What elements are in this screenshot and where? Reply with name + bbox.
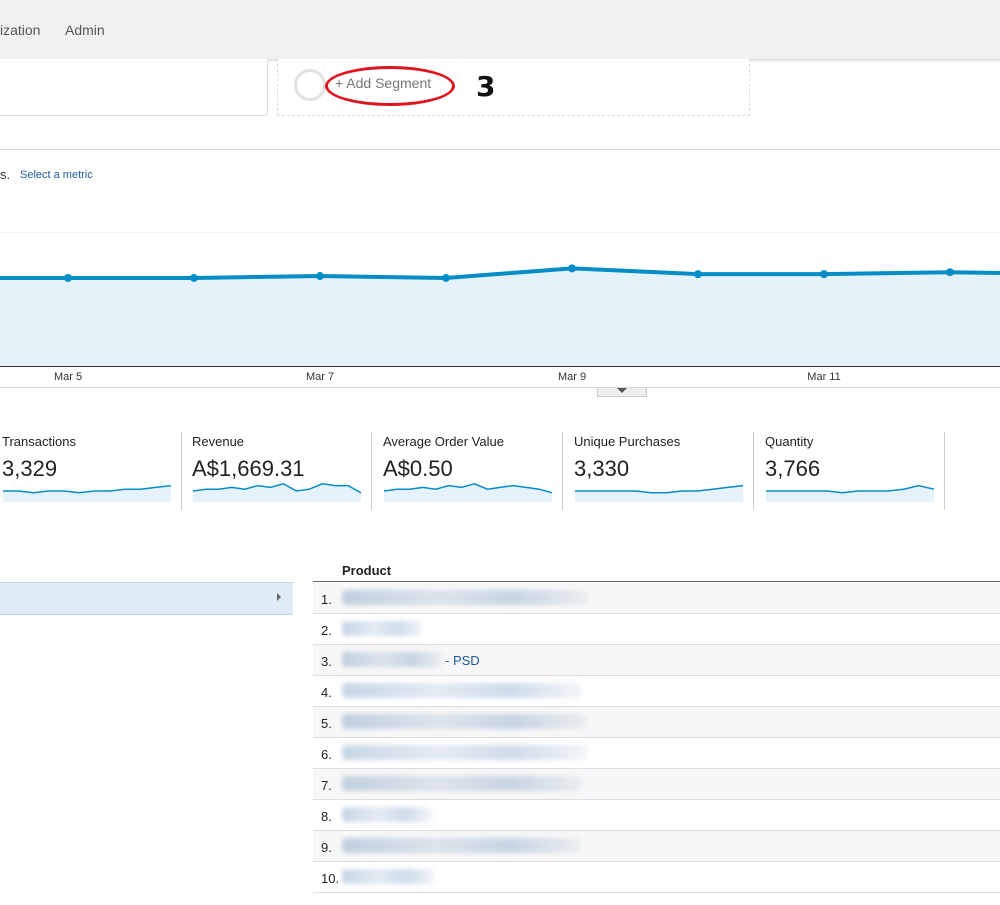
row-number: 10. bbox=[321, 871, 340, 886]
redacted-product-link[interactable] bbox=[342, 683, 582, 698]
chart-x-axis bbox=[0, 366, 1000, 367]
row-number: 8. bbox=[321, 809, 332, 824]
chart-data-point[interactable] bbox=[316, 272, 324, 281]
annotation-step-number: 3 bbox=[476, 70, 496, 103]
scorecard-label: Average Order Value bbox=[383, 434, 504, 449]
scorecard-divider bbox=[181, 432, 182, 510]
scorecard-divider bbox=[753, 432, 754, 510]
x-tick-label: Mar 11 bbox=[807, 371, 841, 383]
row-number: 1. bbox=[321, 592, 332, 607]
sparkline-line bbox=[383, 483, 553, 494]
row-number: 4. bbox=[321, 685, 332, 700]
scorecard-label: Unique Purchases bbox=[574, 434, 681, 449]
redacted-product-link[interactable] bbox=[342, 745, 587, 760]
redacted-product-link[interactable] bbox=[342, 714, 587, 729]
sparkline bbox=[575, 484, 744, 502]
section-divider bbox=[0, 387, 1000, 388]
scorecard-divider bbox=[562, 432, 563, 510]
table-header-divider bbox=[313, 581, 1000, 582]
table-row[interactable]: 2. bbox=[313, 614, 1000, 645]
sparkline-line bbox=[766, 484, 935, 494]
redacted-product-link[interactable] bbox=[342, 869, 434, 884]
chart-data-point[interactable] bbox=[64, 273, 72, 282]
redacted-product-link[interactable] bbox=[342, 838, 580, 853]
sparkline-fill bbox=[384, 483, 552, 502]
column-header-product[interactable]: Product bbox=[342, 563, 392, 578]
chart-data-point[interactable] bbox=[568, 264, 576, 273]
redacted-product-link[interactable] bbox=[342, 652, 442, 667]
scorecard-value: 3,766 bbox=[765, 456, 821, 481]
sparkline-line bbox=[192, 482, 362, 494]
table-row[interactable]: 10. bbox=[313, 862, 1000, 893]
top-nav-bar: ization Admin bbox=[0, 0, 1000, 60]
sparkline-line bbox=[3, 484, 172, 494]
metric-hint-text: s. bbox=[0, 167, 11, 182]
chart-data-point[interactable] bbox=[946, 268, 954, 277]
row-number: 5. bbox=[321, 716, 332, 731]
x-tick-label: Mar 5 bbox=[53, 371, 83, 383]
redacted-product-link[interactable] bbox=[342, 776, 582, 791]
sparkline-fill bbox=[766, 485, 934, 502]
chart-data-point[interactable] bbox=[442, 273, 450, 282]
scorecard-divider bbox=[371, 432, 372, 510]
scorecard-transactions[interactable]: Transactions 3,329 bbox=[2, 432, 182, 510]
x-tick-label: Mar 7 bbox=[305, 371, 335, 383]
sparkline-fill bbox=[575, 485, 743, 502]
scorecard-value: 3,330 bbox=[574, 456, 630, 481]
segment-all-users-card[interactable] bbox=[0, 59, 268, 116]
table-row[interactable]: 7. bbox=[313, 769, 1000, 800]
dimension-list-item-selected[interactable] bbox=[0, 582, 293, 615]
sparkline bbox=[383, 483, 553, 502]
table-row[interactable]: 3. - PSD bbox=[313, 645, 1000, 676]
redacted-product-link[interactable] bbox=[342, 621, 422, 636]
table-row[interactable]: 4. bbox=[313, 676, 1000, 707]
scorecard-unique-purchases[interactable]: Unique Purchases 3,330 bbox=[574, 432, 754, 510]
x-tick-label: Mar 9 bbox=[557, 371, 587, 383]
nav-item-admin[interactable]: Admin bbox=[65, 22, 105, 38]
scorecard-quantity[interactable]: Quantity 3,766 bbox=[765, 432, 945, 510]
sparkline-fill bbox=[193, 483, 361, 502]
scorecard-value: A$1,669.31 bbox=[192, 456, 305, 481]
caret-right-icon bbox=[277, 593, 281, 601]
table-row[interactable]: 1. bbox=[313, 583, 1000, 614]
table-row[interactable]: 6. bbox=[313, 738, 1000, 769]
row-number: 9. bbox=[321, 840, 332, 855]
segment-placeholder-circle-icon bbox=[294, 69, 326, 101]
chart-data-point[interactable] bbox=[190, 273, 198, 282]
chart-data-point[interactable] bbox=[820, 270, 828, 279]
redacted-product-link[interactable] bbox=[342, 807, 432, 822]
row-number: 2. bbox=[321, 623, 332, 638]
row-number: 3. bbox=[321, 654, 332, 669]
chevron-down-icon bbox=[617, 388, 627, 393]
table-row[interactable]: 5. bbox=[313, 707, 1000, 738]
scorecard-label: Transactions bbox=[2, 434, 76, 449]
scorecard-revenue[interactable]: Revenue A$1,669.31 bbox=[192, 432, 372, 510]
chart-data-point[interactable] bbox=[694, 270, 702, 279]
chart-series-line bbox=[0, 266, 1000, 280]
scorecard-value: 3,329 bbox=[2, 456, 58, 481]
select-metric-link[interactable]: Select a metric bbox=[20, 169, 93, 181]
row-number: 7. bbox=[321, 778, 332, 793]
scorecard-label: Revenue bbox=[192, 434, 245, 449]
sparkline bbox=[3, 484, 172, 502]
sparkline-line bbox=[575, 484, 744, 494]
annotation-highlight-ellipse bbox=[325, 66, 455, 106]
chart-area-fill bbox=[0, 268, 1000, 367]
scorecard-label: Quantity bbox=[765, 434, 814, 449]
scorecard-value: A$0.50 bbox=[383, 456, 453, 481]
product-link-visible-text[interactable]: - PSD bbox=[445, 653, 480, 668]
nav-item-organization[interactable]: ization bbox=[0, 22, 41, 38]
sparkline bbox=[766, 484, 935, 502]
redacted-product-link[interactable] bbox=[342, 590, 587, 605]
section-divider bbox=[0, 149, 1000, 150]
row-number: 6. bbox=[321, 747, 332, 762]
scorecard-divider bbox=[944, 432, 945, 510]
sessions-line-chart bbox=[0, 232, 1000, 367]
table-row[interactable]: 8. bbox=[313, 800, 1000, 831]
chart-collapse-toggle[interactable] bbox=[597, 388, 647, 397]
sparkline bbox=[192, 482, 362, 502]
scorecard-average-order-value[interactable]: Average Order Value A$0.50 bbox=[383, 432, 563, 510]
table-row[interactable]: 9. bbox=[313, 831, 1000, 862]
